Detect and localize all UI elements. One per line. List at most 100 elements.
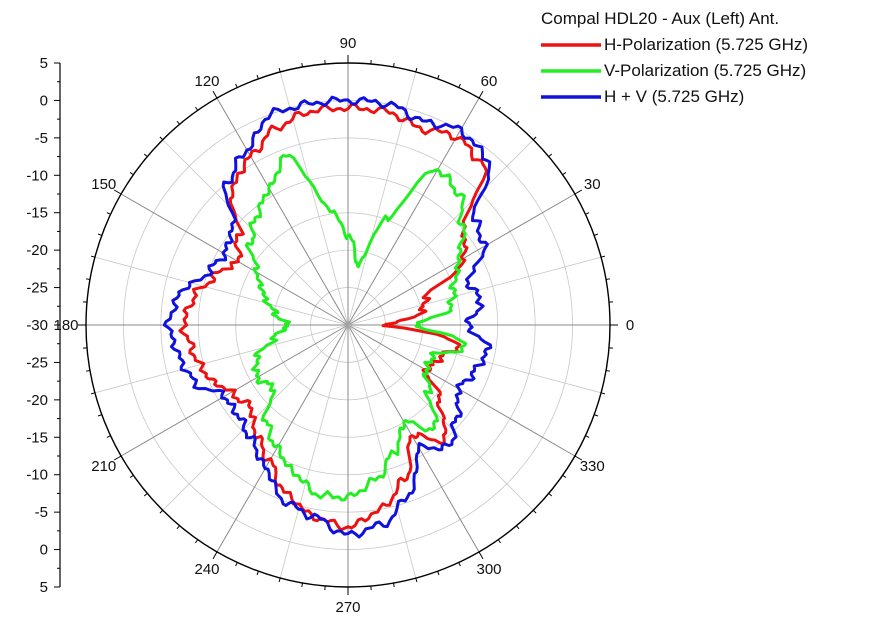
outer-tick — [113, 189, 122, 195]
angle-label: 240 — [194, 561, 219, 578]
angle-label: 30 — [584, 176, 601, 193]
grid-spoke — [347, 256, 602, 326]
angle-tick-labels: 0 30 60 90 120 150 180 210 240 270 300 330 — [53, 35, 634, 616]
radial-tick-label: 0 — [40, 542, 48, 559]
grid-spoke — [94, 324, 349, 394]
outer-tick — [256, 74, 259, 79]
angle-label: 180 — [53, 317, 78, 334]
outer-tick — [85, 370, 91, 372]
outer-tick — [594, 233, 599, 236]
radial-tick-label: 5 — [40, 55, 48, 72]
grid-spoke — [94, 256, 349, 326]
outer-tick — [176, 525, 180, 530]
angle-label: 90 — [340, 35, 357, 52]
series-lines — [162, 95, 493, 539]
radial-tick-label: -25 — [26, 354, 48, 371]
outer-tick — [548, 493, 553, 497]
outer-tick — [458, 562, 461, 567]
grid-spoke — [216, 324, 349, 553]
grid-spoke — [347, 97, 480, 326]
radial-tick-label: -15 — [26, 429, 48, 446]
outer-tick — [415, 67, 418, 73]
outer-tick — [574, 455, 583, 461]
outer-tick — [437, 571, 440, 576]
outer-tick — [497, 106, 501, 111]
radial-tick-label: -5 — [35, 130, 48, 147]
outer-tick — [159, 136, 164, 141]
outer-tick — [106, 212, 111, 215]
outer-tick — [278, 577, 281, 583]
outer-tick — [129, 474, 134, 478]
outer-tick — [143, 493, 148, 497]
polar-grid — [78, 55, 618, 595]
outer-tick — [301, 582, 303, 588]
outer-tick — [90, 255, 96, 258]
legend-label: H-Polarization (5.725 GHz) — [604, 35, 808, 54]
radial-tick-label: -5 — [35, 504, 48, 521]
series-line — [162, 95, 493, 539]
radial-tick-label: -20 — [26, 392, 48, 409]
grid-spoke — [347, 139, 534, 326]
outer-tick — [129, 172, 134, 176]
outer-tick — [594, 414, 599, 417]
grid-spoke — [216, 97, 349, 326]
radial-axis: 5 0 -5 -10 -15 -20 -25 -30 -25 -20 -15 -10 -5 0 5 — [26, 55, 61, 596]
outer-tick — [516, 120, 520, 125]
angle-label: 60 — [481, 73, 498, 90]
outer-tick — [600, 255, 606, 258]
radial-tick-label: -10 — [26, 167, 48, 184]
outer-tick — [212, 90, 218, 99]
outer-tick — [585, 435, 590, 438]
outer-tick — [393, 582, 395, 588]
outer-tick — [106, 435, 111, 438]
angle-label: 330 — [580, 458, 605, 475]
outer-tick — [278, 67, 281, 73]
grid-spoke — [347, 324, 602, 394]
outer-tick — [159, 509, 164, 514]
legend-title: Compal HDL20 - Aux (Left) Ant. — [541, 9, 779, 28]
grid-spoke — [347, 324, 534, 511]
outer-tick — [574, 189, 583, 195]
outer-tick — [562, 474, 567, 478]
series-line — [178, 102, 489, 532]
outer-tick — [532, 136, 537, 141]
outer-tick — [235, 562, 238, 567]
outer-tick — [605, 370, 611, 372]
outer-tick — [90, 392, 96, 395]
outer-tick — [585, 212, 590, 215]
outer-tick — [458, 83, 461, 88]
outer-tick — [195, 106, 199, 111]
angle-label: 120 — [194, 73, 219, 90]
outer-tick — [478, 90, 484, 99]
angle-label: 210 — [91, 458, 116, 475]
grid-spoke — [347, 71, 417, 326]
outer-tick — [113, 455, 122, 461]
outer-tick — [195, 539, 199, 544]
grid-spoke — [162, 139, 349, 326]
grid-spoke — [120, 193, 349, 326]
outer-tick — [562, 172, 567, 176]
angle-label: 300 — [476, 561, 501, 578]
radial-tick-label: -15 — [26, 205, 48, 222]
radial-tick-label: -30 — [26, 317, 48, 334]
angle-label: 150 — [91, 176, 116, 193]
grid-spoke — [347, 324, 417, 579]
outer-tick — [415, 577, 418, 583]
radial-tick-label: -20 — [26, 242, 48, 259]
outer-tick — [97, 414, 102, 417]
outer-tick — [143, 153, 148, 157]
outer-tick — [393, 62, 395, 68]
outer-tick — [97, 233, 102, 236]
series-line — [244, 153, 468, 502]
grid-spoke — [347, 324, 480, 553]
outer-tick — [478, 551, 484, 560]
legend-label: H + V (5.725 GHz) — [604, 87, 744, 106]
outer-tick — [516, 525, 520, 530]
outer-tick — [605, 278, 611, 280]
legend: Compal HDL20 - Aux (Left) Ant. H-Polariz… — [541, 9, 808, 106]
outer-tick — [497, 539, 501, 544]
grid-spoke — [279, 324, 349, 579]
legend-label: V-Polarization (5.725 GHz) — [604, 61, 806, 80]
outer-tick — [600, 392, 606, 395]
